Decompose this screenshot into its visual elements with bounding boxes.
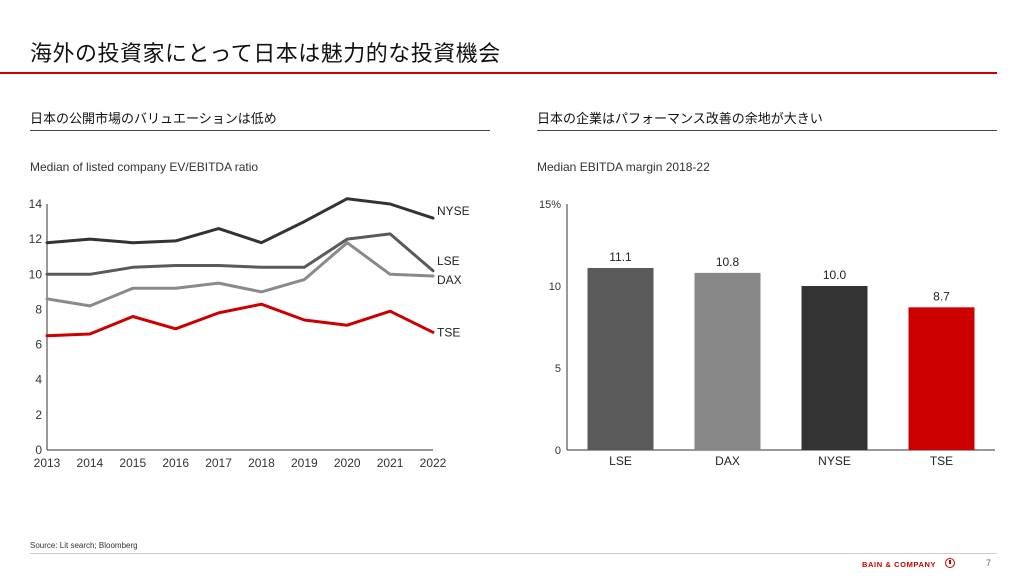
line-chart-x-tick: 2017 xyxy=(205,456,232,470)
bar-value-label: 10.8 xyxy=(716,255,740,269)
footer-divider xyxy=(30,553,997,554)
series-line-dax xyxy=(45,241,435,308)
line-chart-y-tick: 6 xyxy=(35,338,42,352)
series-label-tse: TSE xyxy=(437,325,460,339)
bar-category-label: TSE xyxy=(930,454,953,468)
series-label-lse: LSE xyxy=(437,254,460,268)
series-label-dax: DAX xyxy=(437,273,462,287)
bar-lse xyxy=(587,267,654,450)
left-section-title: 日本の公開市場のバリュエーションは低め xyxy=(30,112,277,127)
bar-chart-y-tick: 5 xyxy=(555,363,561,375)
brand-emblem-icon xyxy=(945,558,955,568)
bar-dax xyxy=(694,272,761,450)
bar-value-label: 8.7 xyxy=(933,289,950,303)
line-chart-x-tick: 2021 xyxy=(377,456,404,470)
series-line-nyse xyxy=(45,197,435,245)
bar-category-label: DAX xyxy=(715,454,740,468)
bar-value-label: 11.1 xyxy=(609,250,632,264)
right-section-rule xyxy=(537,130,997,131)
line-chart-x-tick: 2013 xyxy=(34,456,61,470)
series-label-nyse: NYSE xyxy=(437,204,470,218)
source-note: Source: Lit search; Bloomberg xyxy=(30,541,138,550)
line-chart-y-tick: 8 xyxy=(35,302,42,316)
title-divider xyxy=(0,72,997,74)
bar-chart-y-tick: 0 xyxy=(555,445,561,457)
bar-category-label: LSE xyxy=(609,454,632,468)
bar-chart-subtitle: Median EBITDA margin 2018-22 xyxy=(537,160,710,174)
bar-category-label: NYSE xyxy=(818,454,851,468)
right-section-title: 日本の企業はパフォーマンス改善の余地が大きい xyxy=(537,112,823,127)
line-chart-x-tick: 2022 xyxy=(420,456,447,470)
brand-logo: BAIN & COMPANY xyxy=(862,560,937,569)
line-chart-y-tick: 2 xyxy=(35,408,42,422)
line-chart-x-tick: 2019 xyxy=(291,456,318,470)
line-chart-x-tick: 2016 xyxy=(162,456,189,470)
line-chart-y-tick: 4 xyxy=(35,373,42,387)
line-chart-y-tick: 12 xyxy=(29,232,43,246)
line-chart-subtitle: Median of listed company EV/EBITDA ratio xyxy=(30,160,259,174)
line-chart-x-tick: 2015 xyxy=(119,456,146,470)
line-chart-x-tick: 2020 xyxy=(334,456,361,470)
page-number: 7 xyxy=(986,558,992,568)
left-section-rule xyxy=(30,130,490,131)
line-chart-x-tick: 2014 xyxy=(77,456,104,470)
line-chart-y-tick: 10 xyxy=(29,267,43,281)
bar-nyse xyxy=(801,286,868,450)
bar-chart-y-tick: 15% xyxy=(539,199,561,211)
bar-chart-y-tick: 10 xyxy=(549,281,561,293)
series-line-lse xyxy=(45,232,435,276)
bar-tse xyxy=(908,307,975,450)
line-chart-x-tick: 2018 xyxy=(248,456,275,470)
bar-value-label: 10.0 xyxy=(823,268,847,282)
line-chart-y-tick: 0 xyxy=(35,443,42,457)
slide-title: 海外の投資家にとって日本は魅力的な投資機会 xyxy=(30,42,501,67)
line-chart-y-tick: 14 xyxy=(29,197,43,211)
series-line-tse xyxy=(45,302,435,338)
